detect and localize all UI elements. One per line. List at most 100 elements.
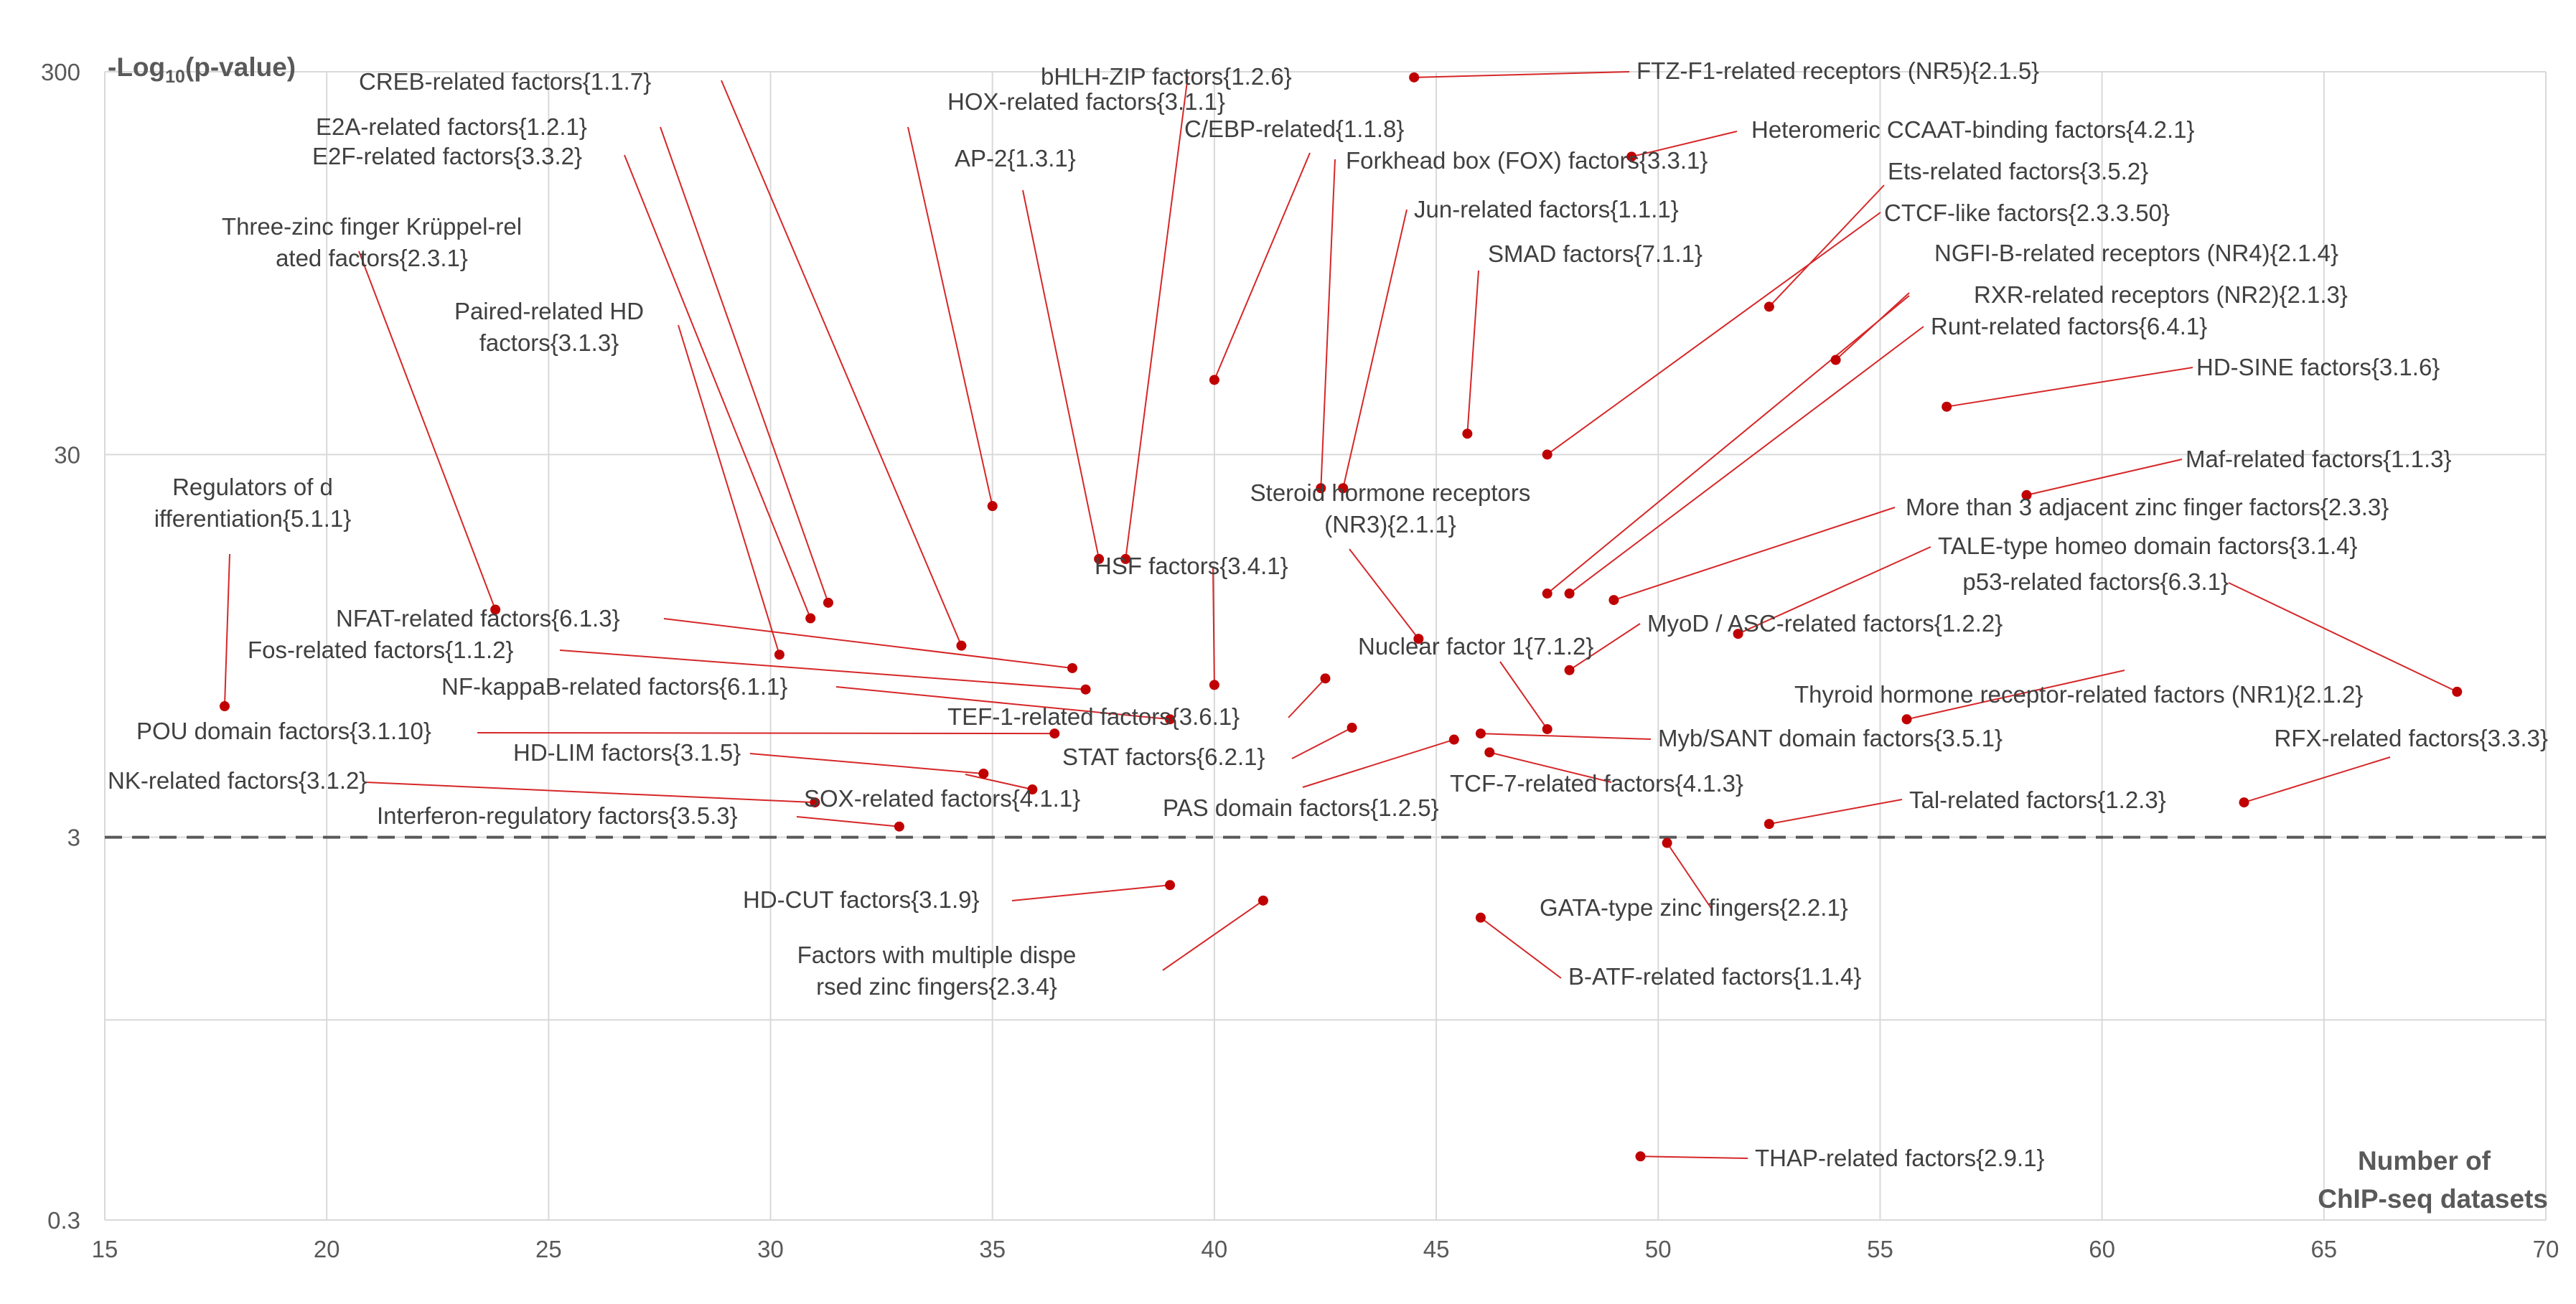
leader-line-ets-related-factors-3-5-2: [1769, 184, 1885, 308]
data-point-paired-related-hd-factors-3-1-3: [774, 649, 784, 660]
point-label-e2a-related-factors-1-2-1: E2A-related factors{1.2.1}: [316, 113, 587, 140]
leader-line-c-ebp-related-1-1-8: [1213, 152, 1311, 380]
data-point-ftz-f1-related-receptors-nr5-2-1-5: [1409, 72, 1420, 83]
leader-line-hox-related-factors-3-1-1: [907, 126, 993, 507]
leader-lines: [223, 71, 2458, 1159]
data-point-rfx-related-factors-3-3-3: [2239, 797, 2249, 808]
data-point-tef-1-related-factors-3-6-1: [1320, 673, 1331, 684]
point-label-ctcf-like-factors-2-3-3-50: CTCF-like factors{2.3.3.50}: [1884, 200, 2170, 226]
y-axis-title: -Log10(p-value): [108, 52, 296, 87]
leader-line-hd-cut-factors-3-1-9: [1011, 884, 1171, 901]
data-point-ap-2-1-3-1: [1094, 553, 1105, 564]
data-point-hd-sine-factors-3-1-6: [1942, 401, 1952, 412]
data-point-regulators-of-differentiation-5-1-1: [219, 701, 230, 712]
point-label-tef-1-related-factors-3-6-1: TEF-1-related factors{3.6.1}: [947, 703, 1240, 730]
point-label-jun-related-factors-1-1-1: Jun-related factors{1.1.1}: [1414, 196, 1679, 222]
leader-line-rfx-related-factors-3-3-3: [2244, 756, 2391, 804]
point-label-nf-kappab-related-factors-6-1-1: NF-kappaB-related factors{6.1.1}: [441, 673, 787, 700]
point-label-runt-related-factors-6-4-1: Runt-related factors{6.4.1}: [1931, 313, 2207, 339]
data-point-ets-related-factors-3-5-2: [1764, 301, 1774, 312]
leader-line-runt-related-factors-6-4-1: [1568, 326, 1924, 594]
point-label-line-2: ifferentiation{5.1.1}: [154, 505, 352, 532]
point-label-paired-related-hd-factors-3-1-3: Paired-related HD factors{3.1.3}: [454, 298, 644, 356]
data-point-jun-related-factors-1-1-1: [1338, 483, 1349, 494]
leader-line-gata-type-zinc-fingers-2-2-1: [1666, 842, 1713, 910]
point-label-steroid-hormone-receptors-nr3-2-1-1: Steroid hormone receptors (NR3){2.1.1}: [1250, 479, 1531, 538]
x-tick-label: 50: [1645, 1236, 1672, 1262]
point-label-tale-type-homeo-domain-factors-3-1-4: TALE-type homeo domain factors{3.1.4}: [1938, 533, 2358, 559]
point-label-myb-sant-domain-factors-3-5-1: Myb/SANT domain factors{3.5.1}: [1658, 725, 2003, 751]
data-point-thyroid-hormone-receptor-related-factors-nr1-2-1-2: [1901, 714, 1912, 725]
leader-line-nuclear-factor-1-7-1-2: [1499, 661, 1548, 730]
x-tick-label: 40: [1202, 1236, 1228, 1262]
data-point-heteromeric-ccaat-binding-factors-4-2-1: [1626, 151, 1637, 162]
x-tick-label: 60: [2089, 1236, 2115, 1262]
data-point-p53-related-factors-6-3-1: [2452, 686, 2463, 697]
point-label-smad-factors-7-1-1: SMAD factors{7.1.1}: [1488, 240, 1702, 267]
point-label-c-ebp-related-1-1-8: C/EBP-related{1.1.8}: [1184, 116, 1404, 142]
data-point-sox-related-factors-4-1-1: [1027, 784, 1038, 795]
data-point-runt-related-factors-6-4-1: [1564, 588, 1575, 599]
data-point-e2f-related-factors-3-3-2: [805, 613, 816, 624]
x-tick-label: 20: [314, 1236, 340, 1262]
y-axis-title-subscript: 10: [165, 67, 185, 87]
leader-line-myb-sant-domain-factors-3-5-1: [1480, 733, 1652, 740]
leader-line-e2a-related-factors-1-2-1: [660, 126, 829, 604]
data-point-maf-related-factors-1-1-3: [2021, 489, 2032, 500]
data-point-nk-related-factors-3-1-2: [810, 797, 820, 808]
leader-line-creb-related-factors-1-1-7: [721, 80, 963, 647]
leader-line-b-atf-related-factors-1-1-4: [1480, 916, 1562, 979]
x-tick-label: 15: [92, 1236, 118, 1262]
data-point-tcf-7-related-factors-4-1-3: [1484, 747, 1495, 758]
data-point-steroid-hormone-receptors-nr3-2-1-1: [1413, 634, 1424, 644]
point-label-ftz-f1-related-receptors-nr5-2-1-5: FTZ-F1-related receptors (NR5){2.1.5}: [1636, 57, 2039, 84]
leader-line-ap-2-1-3-1: [1022, 189, 1100, 560]
data-point-ctcf-like-factors-2-3-3-50: [1542, 449, 1552, 460]
x-tick-label: 70: [2533, 1236, 2559, 1262]
leader-line-myod-asc-related-factors-1-2-2: [1569, 623, 1641, 671]
y-axis-title-prefix: -Log: [108, 52, 165, 82]
data-point-interferon-regulatory-factors-3-5-3: [894, 821, 904, 832]
point-label-nuclear-factor-1-7-1-2: Nuclear factor 1{7.1.2}: [1358, 633, 1593, 660]
point-label-myod-asc-related-factors-1-2-2: MyoD / ASC-related factors{1.2.2}: [1647, 610, 2003, 637]
x-axis-title-line-1: Number of: [2358, 1146, 2491, 1176]
x-tick-label: 30: [757, 1236, 784, 1262]
point-label-line-1: Regulators of d: [172, 474, 333, 500]
point-label-pas-domain-factors-1-2-5: PAS domain factors{1.2.5}: [1163, 794, 1439, 821]
x-axis-title-line-2: ChIP-seq datasets: [2318, 1184, 2548, 1214]
leader-line-sox-related-factors-4-1-1: [965, 774, 1033, 791]
leader-line-stat-factors-6-2-1: [1291, 727, 1353, 759]
data-point-nuclear-factor-1-7-1-2: [1542, 723, 1552, 734]
point-label-thyroid-hormone-receptor-related-factors-nr1-2-1-2: Thyroid hormone receptor-related factors…: [1794, 681, 2363, 708]
leader-line-steroid-hormone-receptors-nr3-2-1-1: [1349, 548, 1420, 639]
data-point-bhlh-zip-factors-1-2-6: [1120, 553, 1131, 564]
data-point-stat-factors-6-2-1: [1346, 722, 1357, 733]
leader-line-fos-related-factors-1-1-2: [559, 649, 1086, 690]
x-tick-label: 45: [1423, 1236, 1450, 1262]
leader-line-nk-related-factors-3-1-2: [365, 782, 815, 804]
leader-line-heteromeric-ccaat-binding-factors-4-2-1: [1631, 131, 1738, 158]
leader-line-ftz-f1-related-receptors-nr5-2-1-5: [1414, 71, 1630, 78]
point-label-stat-factors-6-2-1: STAT factors{6.2.1}: [1062, 744, 1265, 770]
data-point-hsf-factors-3-4-1: [1209, 680, 1219, 690]
point-label-gata-type-zinc-fingers-2-2-1: GATA-type zinc fingers{2.2.1}: [1540, 894, 1848, 921]
point-label-factors-with-multiple-dispersed-zinc-fingers-2-3-4: Factors with multiple dispe rsed zinc fin…: [797, 942, 1077, 1000]
leader-line-interferon-regulatory-factors-3-5-3: [796, 816, 899, 827]
point-label-three-zinc-finger-kr-ppel-related-factors-2-3-1: Three-zinc finger Krüppel-rel ated factor…: [222, 213, 522, 271]
leader-line-smad-factors-7-1-1: [1466, 270, 1479, 434]
point-label-ngfi-b-related-receptors-nr4-2-1-4: NGFI-B-related receptors (NR4){2.1.4}: [1934, 240, 2338, 266]
data-point-hd-cut-factors-3-1-9: [1165, 880, 1176, 891]
data-point-ngfi-b-related-receptors-nr4-2-1-4: [1830, 355, 1841, 365]
data-point-pou-domain-factors-3-1-10: [1049, 728, 1060, 739]
leader-line-forkhead-box-fox-factors-3-3-1: [1320, 159, 1336, 489]
point-label-interferon-regulatory-factors-3-5-3: Interferon-regulatory factors{3.5.3}: [377, 802, 738, 829]
leader-line-more-than-3-adjacent-zinc-finger-factors-2-3-3: [1613, 507, 1896, 601]
leader-line-nf-kappab-related-factors-6-1-1: [835, 686, 1171, 721]
leader-line-hd-sine-factors-3-1-6: [1947, 367, 2193, 408]
leader-line-tcf-7-related-factors-4-1-3: [1489, 751, 1612, 783]
data-point-hox-related-factors-3-1-1: [987, 501, 998, 512]
data-point-rxr-related-receptors-nr2-2-1-3: [1542, 588, 1552, 599]
point-label-nk-related-factors-3-1-2: NK-related factors{3.1.2}: [108, 767, 367, 794]
y-axis-title-suffix: (p-value): [185, 52, 296, 82]
leader-line-p53-related-factors-6-3-1: [2228, 582, 2458, 693]
